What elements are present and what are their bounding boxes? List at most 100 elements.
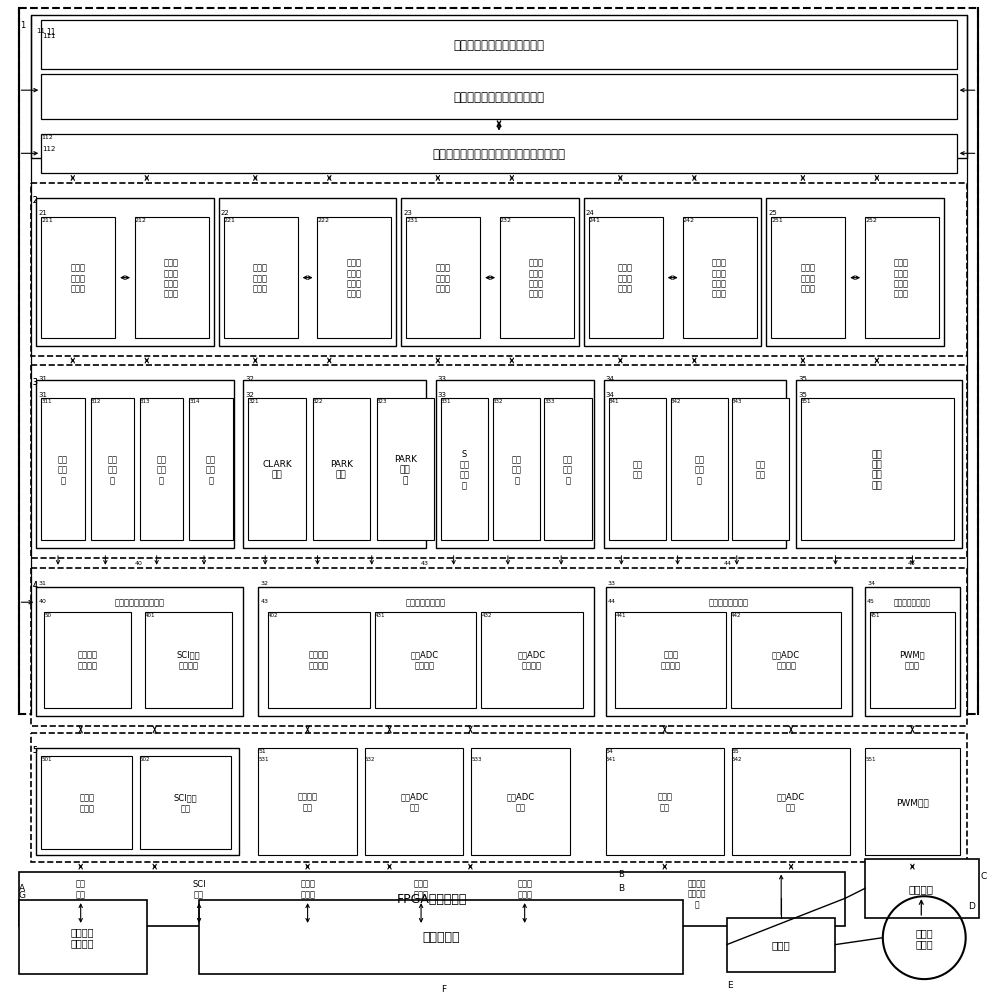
Bar <box>135 219 209 339</box>
Text: 磁链
控制
器: 磁链 控制 器 <box>58 454 68 484</box>
Bar <box>31 569 967 726</box>
Bar <box>41 399 85 541</box>
Bar <box>199 901 683 974</box>
Text: 11: 11 <box>46 28 56 37</box>
Text: 指数
加减
速: 指数 加减 速 <box>563 454 573 484</box>
Text: 按键
显示: 按键 显示 <box>76 879 86 899</box>
Text: 342: 342 <box>671 399 681 404</box>
Text: 2: 2 <box>32 196 37 205</box>
Text: G: G <box>19 891 26 900</box>
Text: 341: 341 <box>609 399 619 404</box>
Text: 34: 34 <box>606 376 614 382</box>
Text: F: F <box>441 984 446 993</box>
Bar <box>258 587 594 716</box>
Text: 转矩ADC
接口驱动: 转矩ADC 接口驱动 <box>518 650 546 670</box>
Text: 451: 451 <box>870 612 880 617</box>
Bar <box>604 381 786 549</box>
Text: 43: 43 <box>421 561 429 566</box>
Text: 测量单
元模块
数据信
息接口: 测量单 元模块 数据信 息接口 <box>712 258 727 298</box>
Text: S
曲线
加减
速: S 曲线 加减 速 <box>459 449 469 490</box>
Text: 323: 323 <box>377 399 387 404</box>
Text: 速度ADC
接口驱动: 速度ADC 接口驱动 <box>411 650 439 670</box>
Text: CLARK
变换: CLARK 变换 <box>262 460 292 479</box>
Text: 44: 44 <box>724 561 732 566</box>
Text: 34: 34 <box>867 580 875 584</box>
Bar <box>313 399 370 541</box>
Bar <box>248 399 306 541</box>
Text: 241: 241 <box>589 219 601 224</box>
Text: 313: 313 <box>140 399 150 404</box>
Text: 位置输入
接口: 位置输入 接口 <box>298 792 318 811</box>
Text: 转矩模
拟信号: 转矩模 拟信号 <box>517 879 532 899</box>
Text: 112: 112 <box>41 134 53 139</box>
Text: 电流ADC
接口驱动: 电流ADC 接口驱动 <box>772 650 800 670</box>
Bar <box>727 918 835 972</box>
Bar <box>243 381 426 549</box>
Text: 轴角
度检
测: 轴角 度检 测 <box>694 454 704 484</box>
Bar <box>145 612 232 708</box>
Bar <box>771 219 845 339</box>
Text: 22: 22 <box>221 210 230 216</box>
Bar <box>140 399 183 541</box>
Text: 43: 43 <box>260 598 268 603</box>
Bar <box>224 219 298 339</box>
Text: 45: 45 <box>907 561 915 566</box>
Bar <box>258 748 357 855</box>
Text: PWM接口: PWM接口 <box>896 797 929 806</box>
Text: 211: 211 <box>41 219 53 224</box>
Bar <box>606 587 852 716</box>
Text: 321: 321 <box>248 399 259 404</box>
Text: 电流
检测: 电流 检测 <box>632 460 642 479</box>
Text: 执行单
元模块
数据信
息接口: 执行单 元模块 数据信 息接口 <box>894 258 909 298</box>
Text: 251: 251 <box>771 219 783 224</box>
Bar <box>19 9 978 714</box>
Bar <box>375 612 476 708</box>
Text: 212: 212 <box>135 219 147 224</box>
Text: 3: 3 <box>32 378 37 387</box>
Bar <box>732 399 789 541</box>
Text: 24: 24 <box>586 210 595 216</box>
Text: B: B <box>618 869 624 878</box>
Text: 速度
计算: 速度 计算 <box>755 460 765 479</box>
Text: 541: 541 <box>606 756 616 761</box>
Bar <box>31 734 967 862</box>
Bar <box>584 199 761 346</box>
Text: 外部设备通信接口驱动: 外部设备通信接口驱动 <box>115 598 165 607</box>
Bar <box>41 219 115 339</box>
Text: SCI通信
接口: SCI通信 接口 <box>173 793 197 812</box>
Bar <box>766 199 944 346</box>
Text: 35: 35 <box>798 392 807 398</box>
Text: 112: 112 <box>42 146 56 152</box>
Text: 401: 401 <box>145 612 155 617</box>
Bar <box>41 21 957 71</box>
Text: 45: 45 <box>867 598 875 603</box>
Text: 执行单
元模块
重构器: 执行单 元模块 重构器 <box>800 263 815 293</box>
Text: 322: 322 <box>313 399 323 404</box>
Text: 交流伺服驱动控制器管理框架数据信息接口: 交流伺服驱动控制器管理框架数据信息接口 <box>433 148 566 161</box>
Text: 402: 402 <box>268 612 279 617</box>
Text: 231: 231 <box>406 219 418 224</box>
Text: E: E <box>727 980 733 989</box>
Text: 交流伺服驱动控制器任务调度: 交流伺服驱动控制器任务调度 <box>454 90 545 103</box>
Bar <box>493 399 540 541</box>
Bar <box>41 76 957 119</box>
Text: 312: 312 <box>91 399 101 404</box>
Text: 35: 35 <box>798 376 807 382</box>
Text: 变换单
元模块
重构器: 变换单 元模块 重构器 <box>253 263 268 293</box>
Text: 40: 40 <box>135 561 143 566</box>
Text: 位置数据
接口驱动: 位置数据 接口驱动 <box>308 650 328 670</box>
Text: 242: 242 <box>683 219 695 224</box>
Bar <box>615 612 726 708</box>
Bar <box>31 184 967 356</box>
Text: 转速
控制
器: 转速 控制 器 <box>157 454 167 484</box>
Bar <box>31 16 967 159</box>
Text: 314: 314 <box>189 399 200 404</box>
Text: 332: 332 <box>493 399 504 404</box>
Text: 按键显示
控制面板: 按键显示 控制面板 <box>71 926 94 947</box>
Bar <box>606 748 724 855</box>
Text: 542: 542 <box>732 756 742 761</box>
Text: PARK
变换: PARK 变换 <box>330 460 353 479</box>
Text: 502: 502 <box>140 756 150 761</box>
Text: 执行单元接口驱动: 执行单元接口驱动 <box>894 598 931 607</box>
Text: 功率驱动: 功率驱动 <box>909 884 934 894</box>
